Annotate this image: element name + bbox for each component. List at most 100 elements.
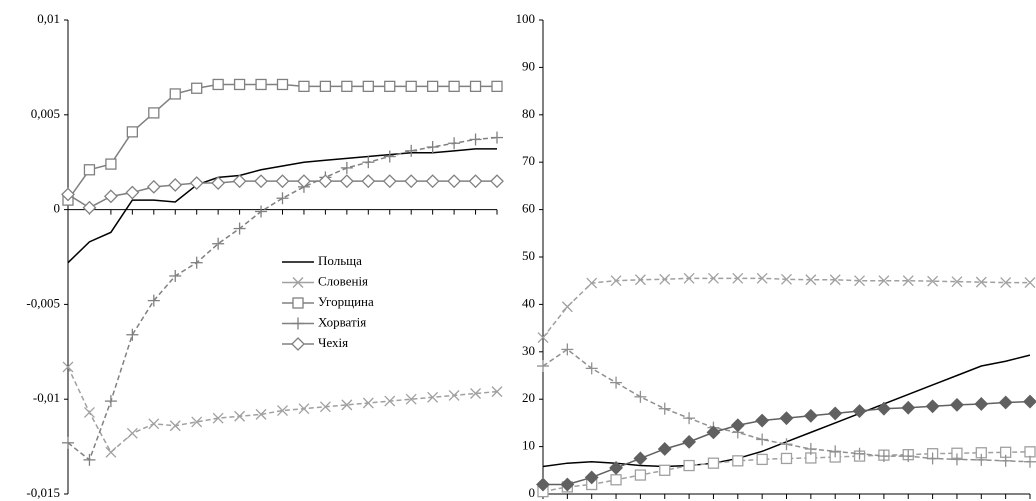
marker (169, 88, 181, 100)
marker (233, 222, 246, 235)
marker-shape (168, 178, 183, 192)
marker (490, 174, 504, 189)
marker-shape (233, 78, 246, 91)
legend-item: Чехія (282, 335, 348, 351)
marker-stroke (491, 386, 503, 398)
y-tick-label: 0 (529, 485, 536, 500)
marker-shape (730, 418, 745, 433)
marker (190, 256, 203, 269)
marker (212, 412, 224, 424)
marker (950, 453, 963, 466)
marker-shape (732, 455, 744, 467)
marker (609, 461, 623, 475)
marker (925, 399, 940, 414)
marker (610, 376, 623, 389)
marker (147, 294, 160, 307)
marker (427, 391, 439, 403)
marker-stroke (586, 277, 598, 289)
marker (276, 192, 289, 205)
marker (469, 133, 482, 146)
marker (275, 174, 290, 189)
y-tick-label: 30 (522, 343, 535, 358)
marker-shape (974, 397, 989, 411)
marker (382, 174, 397, 189)
marker (83, 407, 95, 418)
marker (319, 401, 331, 413)
marker-shape (682, 434, 697, 449)
marker (732, 272, 744, 284)
marker-stroke (610, 275, 622, 287)
marker-shape (341, 80, 353, 93)
marker-shape (448, 80, 460, 93)
marker (189, 176, 204, 190)
marker (584, 470, 599, 485)
marker-shape (659, 464, 671, 476)
marker (319, 80, 332, 93)
marker-shape (362, 80, 374, 93)
marker (658, 402, 671, 415)
legend-item: Словенія (282, 273, 368, 288)
marker-shape (83, 164, 96, 176)
marker (232, 174, 247, 189)
marker-shape (634, 469, 647, 481)
series-line (542, 348, 1031, 463)
marker-shape (232, 174, 247, 189)
marker (805, 274, 817, 286)
marker-stroke (756, 272, 768, 284)
marker (779, 411, 794, 426)
marker-shape (276, 78, 289, 91)
marker-shape (254, 174, 268, 189)
marker-shape (998, 395, 1013, 410)
marker (780, 452, 793, 465)
marker-stroke (148, 418, 160, 430)
marker (405, 144, 418, 157)
marker-stroke (234, 410, 246, 422)
legend: Польща Словенія Угорщина Хорватія Чехія (282, 253, 374, 351)
marker-shape (404, 174, 419, 189)
marker (212, 237, 225, 250)
marker (146, 179, 161, 194)
marker (276, 78, 289, 91)
legend-label: Чехія (318, 335, 348, 350)
marker-shape (447, 174, 462, 189)
marker (683, 272, 695, 284)
marker (634, 274, 646, 286)
y-tick-label: 50 (522, 248, 535, 263)
marker (586, 277, 598, 289)
marker-shape (211, 176, 226, 190)
marker-stroke (634, 274, 646, 286)
marker (468, 174, 483, 189)
y-tick-label: -0,015 (26, 485, 60, 500)
marker (634, 390, 647, 403)
marker (682, 434, 697, 449)
marker (804, 442, 817, 455)
marker (62, 436, 74, 449)
marker-stroke (62, 361, 74, 373)
marker (657, 442, 672, 456)
marker (537, 360, 549, 373)
marker-stroke (1024, 277, 1036, 289)
legend-label: Польща (318, 253, 362, 268)
marker (234, 410, 246, 422)
marker (148, 418, 160, 430)
marker-shape (876, 401, 891, 416)
series-line (67, 148, 497, 264)
marker (292, 277, 304, 288)
marker-shape (82, 200, 97, 215)
marker-stroke (854, 275, 866, 287)
marker (255, 408, 267, 420)
marker-shape (560, 477, 575, 492)
marker (730, 418, 745, 433)
y-tick-label: 0 (54, 201, 61, 216)
marker-stroke (975, 276, 987, 288)
marker-shape (126, 126, 138, 138)
marker (828, 406, 843, 421)
marker (61, 187, 75, 202)
marker (383, 150, 396, 163)
marker (470, 388, 482, 399)
marker (998, 395, 1013, 410)
marker (340, 161, 353, 174)
marker (901, 400, 916, 415)
y-tick-label: 70 (522, 153, 535, 168)
marker-shape (298, 80, 310, 93)
